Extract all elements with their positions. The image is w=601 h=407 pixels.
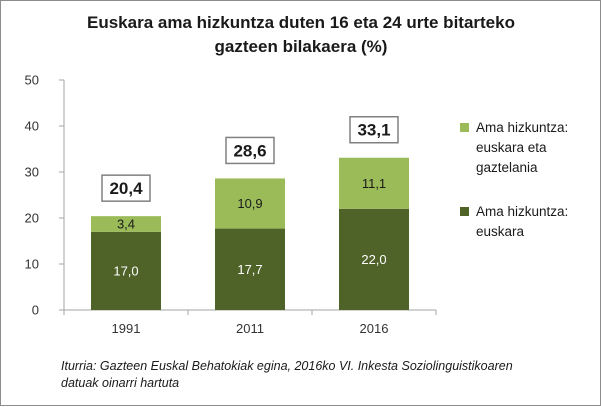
bar-segment-euskara [215,228,285,310]
legend-swatch-euskara-gaztelania [460,123,469,132]
bar-segment-euskara [91,231,161,310]
source-note: Iturria: Gazteen Euskal Behatokiak egina… [61,358,581,392]
bar-segment-euskara-gaztelania [215,178,285,229]
bar-value-label: 11,1 [362,176,386,191]
y-tick-label: 30 [25,165,39,180]
bar-segment-euskara-gaztelania [91,216,161,232]
x-tick-label: 2016 [360,321,389,336]
legend-swatch-euskara [460,207,469,216]
legend-label: euskara eta [476,140,547,155]
total-label: 28,6 [233,141,266,160]
bar-value-label: 3,4 [117,216,135,231]
chart-title: Euskara ama hizkuntza duten 16 eta 24 ur… [41,11,561,59]
total-label-box [349,115,399,144]
source-line-1: Iturria: Gazteen Euskal Behatokiak egina… [61,359,513,373]
source-line-2: datuak oinarri hartuta [61,376,180,390]
x-tick-label: 2011 [236,321,264,336]
y-tick-label: 20 [25,211,39,226]
legend-label: gaztelania [476,160,538,175]
bar-segment-euskara [339,208,409,310]
bar-value-label: 10,9 [237,196,262,211]
y-tick-label: 40 [25,119,39,134]
legend-label: euskara [476,224,525,239]
bar-value-label: 22,0 [361,252,386,267]
bar-value-label: 17,0 [113,263,138,278]
bar-segment-euskara-gaztelania [339,157,409,209]
y-tick-label: 10 [25,257,39,272]
chart-title-line-2: gazteen bilakaera (%) [214,37,388,56]
bar-value-label: 17,7 [237,262,262,277]
y-tick-label: 0 [32,303,39,318]
total-label-box [225,136,275,165]
y-tick-label: 50 [25,73,39,88]
x-tick-label: 1991 [112,321,141,336]
total-label: 20,4 [109,179,143,198]
chart-title-line-1: Euskara ama hizkuntza duten 16 eta 24 ur… [87,13,515,32]
total-label: 33,1 [357,121,390,140]
legend-label: Ama hizkuntza: [476,204,568,219]
total-label-box [101,174,151,202]
legend-label: Ama hizkuntza: [476,120,568,135]
